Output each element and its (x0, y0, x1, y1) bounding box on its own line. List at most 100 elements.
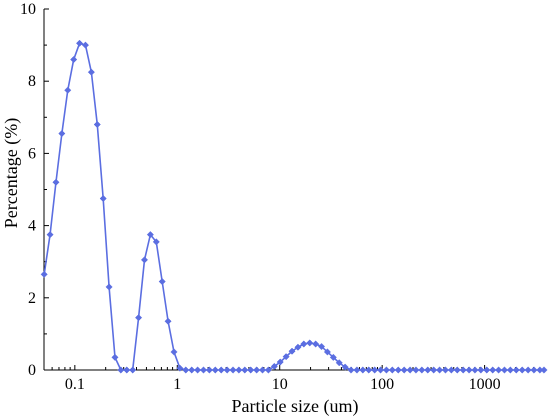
data-point (105, 283, 113, 291)
data-point (111, 353, 119, 361)
data-point (241, 366, 249, 374)
data-point (93, 120, 101, 129)
data-point (518, 366, 526, 374)
data-point (253, 366, 261, 374)
data-point (140, 256, 149, 264)
data-point (129, 366, 137, 374)
data-point (477, 366, 485, 374)
data-point (64, 86, 72, 94)
data-point (436, 366, 444, 374)
data-point (123, 366, 131, 374)
data-point (158, 278, 166, 286)
data-point (288, 347, 296, 355)
data-point (471, 366, 479, 374)
x-tick-label: 1 (173, 376, 181, 393)
data-point (388, 366, 396, 374)
ticks: 0 2 4 6 8 10 0.1 1 10 100 1000 (20, 1, 534, 393)
data-point (359, 366, 367, 374)
data-point (341, 363, 349, 371)
data-point (418, 366, 426, 374)
data-point (199, 366, 208, 374)
data-point (500, 366, 509, 374)
data-point (294, 343, 302, 351)
data-point (164, 317, 172, 325)
data-point (323, 348, 331, 356)
data-point (99, 194, 107, 203)
data-point (453, 366, 461, 374)
axes (43, 9, 544, 371)
data-point (188, 366, 196, 374)
y-tick-label: 4 (28, 218, 36, 235)
data-point (489, 366, 497, 374)
x-tick-label: 1000 (469, 376, 501, 393)
data-point (329, 353, 337, 361)
data-point (459, 366, 467, 374)
data-point (300, 340, 308, 348)
data-point (441, 366, 450, 374)
data-point (540, 366, 548, 374)
x-tick-label: 0.1 (65, 376, 85, 393)
y-tick-label: 8 (28, 73, 36, 90)
data-point (353, 366, 361, 374)
data-point (229, 366, 237, 374)
data-point (512, 366, 520, 374)
data-point (264, 366, 272, 374)
data-point (447, 366, 455, 374)
x-axis-title: Particle size (um) (232, 396, 359, 417)
data-point (365, 366, 373, 374)
data-point (70, 55, 78, 64)
data-point (465, 366, 473, 374)
data-point (495, 366, 503, 374)
data-point (317, 342, 326, 351)
data-point (52, 178, 60, 186)
data-point (270, 362, 278, 370)
data-point (211, 366, 219, 374)
data-point (382, 366, 390, 374)
data-point (40, 270, 48, 278)
data-point (524, 366, 532, 374)
data-point (312, 340, 320, 348)
data-point (394, 366, 402, 374)
data-point (170, 348, 178, 356)
data-point (530, 366, 538, 374)
y-tick-label: 10 (20, 1, 36, 18)
data-point (81, 41, 90, 49)
data-point (117, 366, 125, 374)
data-point (182, 366, 190, 374)
data-point (223, 366, 231, 374)
y-tick-label: 2 (28, 290, 36, 307)
x-tick-label: 10 (272, 376, 288, 393)
data-point (235, 366, 243, 374)
data-point (347, 366, 355, 374)
data-point (424, 366, 432, 374)
data-point (282, 353, 290, 361)
data-point (217, 366, 225, 374)
data-point (506, 366, 514, 374)
data-point (58, 129, 66, 138)
data-point (430, 366, 438, 374)
data-point (76, 39, 84, 47)
data-point (87, 68, 95, 76)
data-point (176, 364, 184, 372)
x-tick-label: 100 (370, 376, 394, 393)
y-tick-label: 6 (28, 145, 36, 162)
data-point (376, 366, 385, 374)
data-point (371, 366, 379, 374)
data-point (247, 366, 255, 374)
data-point (412, 366, 420, 374)
data-point (205, 366, 213, 374)
data-point (400, 366, 408, 374)
data-point (152, 238, 160, 246)
data-point (194, 366, 202, 374)
data-point (335, 359, 343, 367)
data-point (276, 358, 284, 366)
y-tick-label: 0 (28, 362, 36, 379)
data-point (406, 366, 414, 374)
series-line (43, 42, 544, 371)
data-point (483, 366, 491, 374)
series (40, 39, 548, 374)
y-axis-title: Percentage (%) (1, 118, 22, 228)
data-point (46, 231, 54, 239)
